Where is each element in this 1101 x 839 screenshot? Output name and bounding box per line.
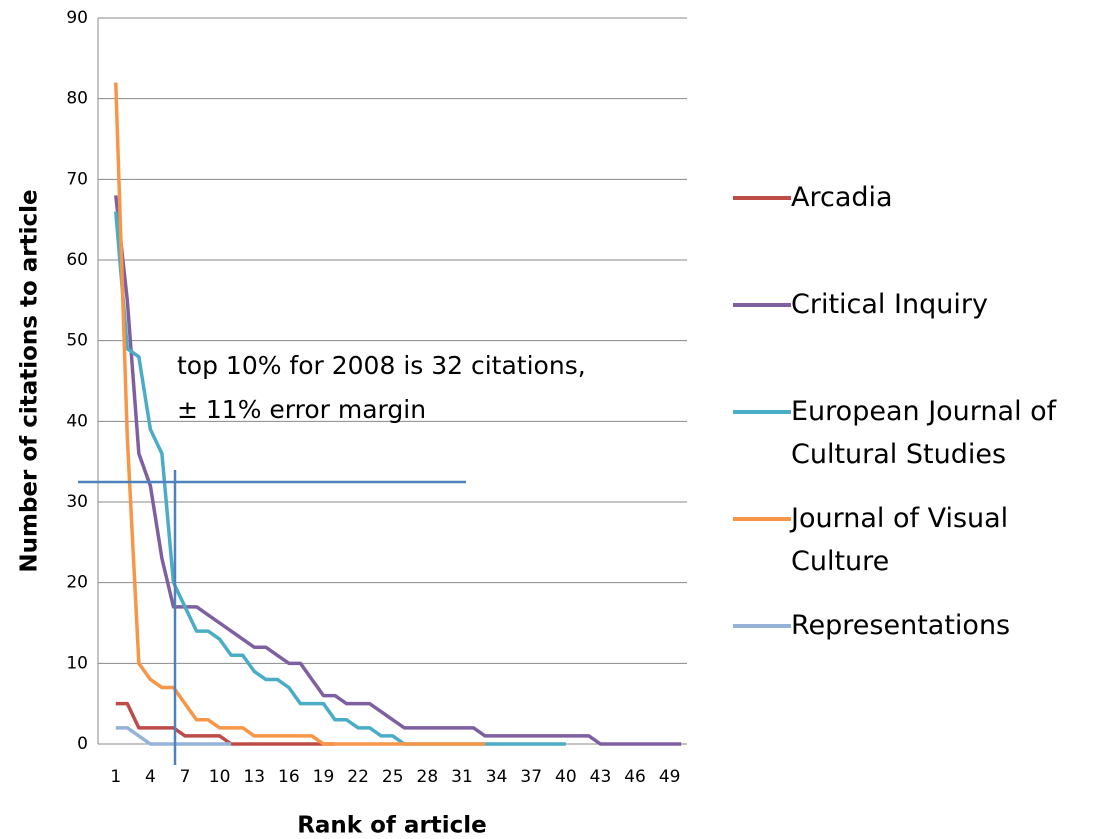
x-axis-title: Rank of article: [297, 813, 487, 839]
legend-swatch: [733, 624, 791, 628]
y-tick-label: 40: [66, 411, 88, 431]
annotation: ± 11% error margin: [177, 395, 426, 424]
y-tick-label: 60: [66, 250, 88, 270]
legend: Arcadia Critical Inquiry European Journal …: [733, 176, 1101, 711]
y-tick-label: 70: [66, 169, 88, 189]
y-tick-label: 80: [66, 89, 88, 109]
legend-label: European Journal of Cultural Studies: [791, 396, 1057, 470]
legend-label: Journal of Visual Culture: [791, 503, 1009, 577]
x-tick-label: 49: [659, 767, 681, 787]
x-tick-label: 10: [209, 767, 231, 787]
legend-item: Representations: [733, 604, 1101, 711]
x-tick-label: 37: [520, 767, 542, 787]
annotation: top 10% for 2008 is 32 citations,: [177, 351, 586, 380]
x-tick-label: 40: [555, 767, 577, 787]
y-tick-label: 10: [66, 653, 88, 673]
x-tick-label: 22: [347, 767, 369, 787]
legend-item: European Journal of Cultural Studies: [733, 390, 1101, 497]
series: [114, 82, 682, 746]
legend-label: Critical Inquiry: [791, 289, 988, 320]
series-line: [114, 82, 486, 746]
y-tick-label: 50: [66, 331, 88, 351]
y-tick-label: 30: [66, 492, 88, 512]
x-tick-label: 46: [624, 767, 646, 787]
x-tick-label: 7: [180, 767, 191, 787]
y-tick-label: 90: [66, 8, 88, 28]
x-tick-label: 34: [486, 767, 508, 787]
legend-swatch: [733, 517, 791, 521]
x-tick-label: 28: [417, 767, 439, 787]
series-line: [114, 195, 682, 746]
grid: [98, 17, 687, 745]
legend-item: Journal of Visual Culture: [733, 497, 1101, 604]
x-tick-label: 19: [313, 767, 335, 787]
legend-label: Representations: [791, 610, 1011, 641]
x-tick-label: 43: [590, 767, 612, 787]
x-tick-label: 16: [278, 767, 300, 787]
legend-item: Arcadia: [733, 176, 1101, 283]
legend-label: Arcadia: [791, 182, 893, 213]
x-tick-label: 4: [145, 767, 156, 787]
legend-swatch: [733, 196, 791, 200]
y-tick-label: 20: [66, 573, 88, 593]
series-line: [115, 726, 232, 746]
x-tick-label: 13: [243, 767, 265, 787]
legend-swatch: [733, 303, 791, 307]
x-tick-label: 31: [451, 767, 473, 787]
y-axis-title: Number of citations to article: [17, 189, 43, 572]
x-tick-label: 1: [110, 767, 121, 787]
series-line: [115, 701, 336, 746]
x-tick-label: 25: [382, 767, 404, 787]
legend-swatch: [733, 410, 791, 414]
y-tick-label: 0: [77, 734, 88, 754]
series-line: [114, 211, 566, 746]
legend-item: Critical Inquiry: [733, 283, 1101, 390]
